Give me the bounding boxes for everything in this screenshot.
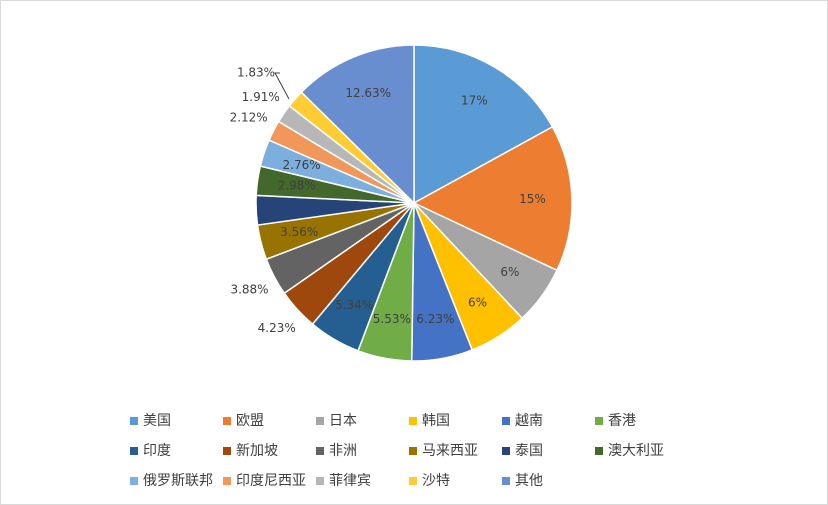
data-label: 6% <box>500 265 519 279</box>
legend-swatch <box>316 417 324 425</box>
pie: 17% 15% 6% 6% 6.23% 5.53%5.34% 4.23% 3.88% 3.56%… <box>230 44 573 362</box>
data-label: 1.91% <box>242 90 280 104</box>
legend-label: 俄罗斯联邦 <box>143 473 213 489</box>
legend-swatch <box>502 417 510 425</box>
pie-slice <box>413 44 554 205</box>
legend-label: 非洲 <box>329 443 357 459</box>
data-label: 3.56% <box>280 225 318 239</box>
data-label: 6.23% <box>416 312 454 326</box>
legend-swatch <box>502 447 510 455</box>
legend-swatch <box>223 447 231 455</box>
legend-swatch <box>409 417 417 425</box>
legend-swatch <box>409 477 417 485</box>
data-label: 15% <box>519 192 546 206</box>
legend-label: 韩国 <box>422 413 450 429</box>
legend-swatch <box>595 447 603 455</box>
data-label: 12.63% <box>345 86 391 100</box>
data-label: 5.53% <box>373 312 411 326</box>
data-label: 5.34% <box>335 298 373 312</box>
legend-swatch <box>502 477 510 485</box>
legend-swatch <box>595 417 603 425</box>
legend-label: 印度尼西亚 <box>236 473 306 489</box>
data-label: 3.88% <box>230 282 268 296</box>
leader-line <box>274 72 290 100</box>
legend-swatch <box>130 477 138 485</box>
pie-slice <box>412 125 573 272</box>
legend-label: 美国 <box>143 413 171 429</box>
data-label: 2.12% <box>230 110 268 124</box>
legend-label: 越南 <box>515 413 543 429</box>
data-label: 1.83% <box>237 66 275 80</box>
data-label: 4.23% <box>258 321 296 335</box>
legend-swatch <box>409 447 417 455</box>
legend-swatch <box>316 447 324 455</box>
legend-label: 新加坡 <box>236 443 278 459</box>
legend-swatch <box>130 447 138 455</box>
legend-label: 日本 <box>329 413 357 429</box>
legend-label: 香港 <box>608 413 636 429</box>
legend-label: 马来西亚 <box>422 443 478 459</box>
legend-label: 欧盟 <box>236 413 264 429</box>
legend-swatch <box>223 477 231 485</box>
data-label: 2.76% <box>283 158 321 172</box>
legend-label: 澳大利亚 <box>608 443 664 459</box>
legend-swatch <box>130 417 138 425</box>
legend-label: 其他 <box>515 473 543 489</box>
legend-label: 泰国 <box>515 443 543 459</box>
data-label: 17% <box>461 94 488 108</box>
data-label: 6% <box>468 296 487 310</box>
data-label: 2.98% <box>278 179 316 193</box>
legend-label: 印度 <box>143 443 171 459</box>
legend-swatch <box>316 477 324 485</box>
legend-label: 菲律宾 <box>329 473 371 489</box>
legend-swatch <box>223 417 231 425</box>
pie-slice <box>300 44 415 205</box>
legend-label: 沙特 <box>422 473 450 489</box>
